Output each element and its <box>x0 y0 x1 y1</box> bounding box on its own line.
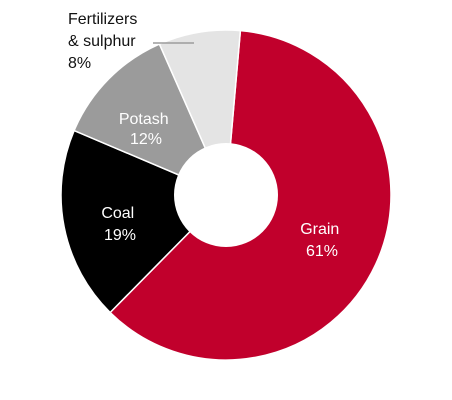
label-coal: Coal 19% <box>101 205 138 244</box>
slice-potash <box>73 43 228 197</box>
label-potash: Potash 12% <box>119 111 173 148</box>
donut-hole <box>174 143 278 247</box>
label-fertilizers: Fertilizers & sulphur 8% <box>68 11 142 72</box>
label-grain: Grain 61% <box>300 221 344 260</box>
slice-coal <box>60 129 228 314</box>
